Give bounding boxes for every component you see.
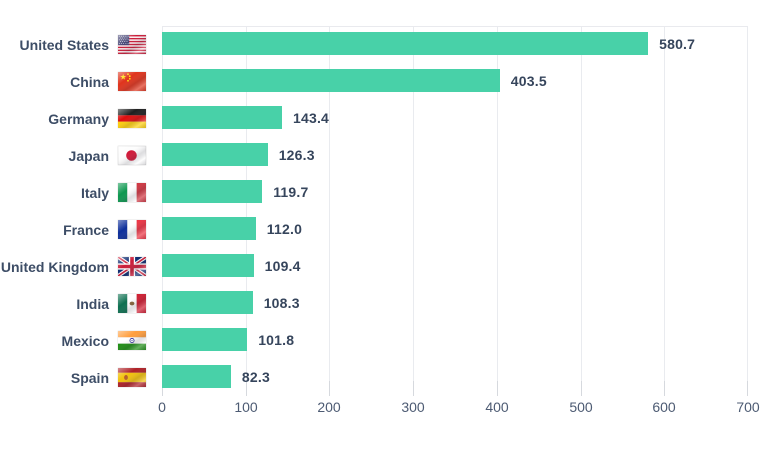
gridline xyxy=(497,27,498,396)
bar[interactable] xyxy=(162,143,268,166)
category-label: Germany xyxy=(48,110,109,127)
value-label: 403.5 xyxy=(510,72,547,89)
gridline xyxy=(162,27,163,396)
value-label: 112.0 xyxy=(266,220,303,237)
x-tick-label: 200 xyxy=(317,399,341,415)
china-flag-icon xyxy=(118,72,146,91)
category-label: United Kingdom xyxy=(0,258,109,275)
gridline xyxy=(581,27,582,396)
germany-flag-icon xyxy=(118,109,146,128)
category-label: France xyxy=(63,221,109,238)
mexico-flag-icon xyxy=(118,294,146,313)
x-tick-label: 700 xyxy=(736,399,760,415)
value-label: 109.4 xyxy=(264,257,301,274)
category-row: India xyxy=(0,285,162,322)
value-label: 108.3 xyxy=(263,294,300,311)
value-label: 126.3 xyxy=(278,146,315,163)
gridline xyxy=(246,27,247,396)
category-row: United Kingdom xyxy=(0,248,162,285)
bar[interactable] xyxy=(162,365,231,388)
grid-layer xyxy=(162,26,748,396)
category-label: China xyxy=(70,73,109,90)
x-tick-label: 0 xyxy=(158,399,166,415)
bar[interactable] xyxy=(162,106,282,129)
axis-tick xyxy=(664,381,665,396)
india-flag-icon xyxy=(118,331,146,350)
italy-flag-icon xyxy=(118,183,146,202)
axis-tick xyxy=(162,381,163,396)
spain-flag-icon xyxy=(118,368,146,387)
x-tick-label: 600 xyxy=(652,399,676,415)
x-tick-label: 400 xyxy=(485,399,509,415)
bar[interactable] xyxy=(162,69,500,92)
category-row: Japan xyxy=(0,137,162,174)
bar[interactable] xyxy=(162,291,253,314)
x-tick-label: 100 xyxy=(234,399,258,415)
gridline xyxy=(747,27,748,396)
usa-flag-icon xyxy=(118,35,146,54)
category-row: Spain xyxy=(0,359,162,396)
category-row: France xyxy=(0,211,162,248)
category-row: Germany xyxy=(0,100,162,137)
category-label: United States xyxy=(19,36,109,53)
category-row: Italy xyxy=(0,174,162,211)
bar[interactable] xyxy=(162,328,248,351)
category-row: China xyxy=(0,63,162,100)
value-label: 143.4 xyxy=(293,109,330,126)
value-label: 580.7 xyxy=(659,35,696,52)
x-tick-label: 500 xyxy=(569,399,593,415)
value-label: 101.8 xyxy=(258,331,295,348)
bars-layer: 580.7 403.5 143.4 126.3 119.7 112.0 109.4 108.3… xyxy=(162,26,748,396)
axis-tick xyxy=(329,381,330,396)
category-labels: United States China Germany Japan Italy Franc… xyxy=(0,26,162,396)
france-flag-icon xyxy=(118,220,146,239)
category-row: Mexico xyxy=(0,322,162,359)
japan-flag-icon xyxy=(118,146,146,165)
category-label: India xyxy=(76,295,109,312)
bar[interactable] xyxy=(162,32,649,55)
axis-tick xyxy=(581,381,582,396)
gridline xyxy=(413,27,414,396)
bar[interactable] xyxy=(162,217,256,240)
x-tick-label: 300 xyxy=(401,399,425,415)
category-label: Italy xyxy=(80,184,109,201)
bar[interactable] xyxy=(162,180,263,203)
axis-tick xyxy=(497,381,498,396)
uk-flag-icon xyxy=(118,257,146,276)
x-axis: 0 100 200 300 400 500 600 700 xyxy=(158,399,760,417)
gridline xyxy=(664,27,665,396)
gridline xyxy=(329,27,330,396)
category-label: Spain xyxy=(70,369,109,386)
category-label: Mexico xyxy=(61,332,109,349)
axis-tick xyxy=(246,381,247,396)
value-label: 119.7 xyxy=(273,183,309,200)
bar[interactable] xyxy=(162,254,254,277)
category-row: United States xyxy=(0,26,162,63)
axis-tick xyxy=(747,381,748,396)
axis-tick xyxy=(413,381,414,396)
value-label: 82.3 xyxy=(241,368,270,385)
category-label: Japan xyxy=(68,147,109,164)
